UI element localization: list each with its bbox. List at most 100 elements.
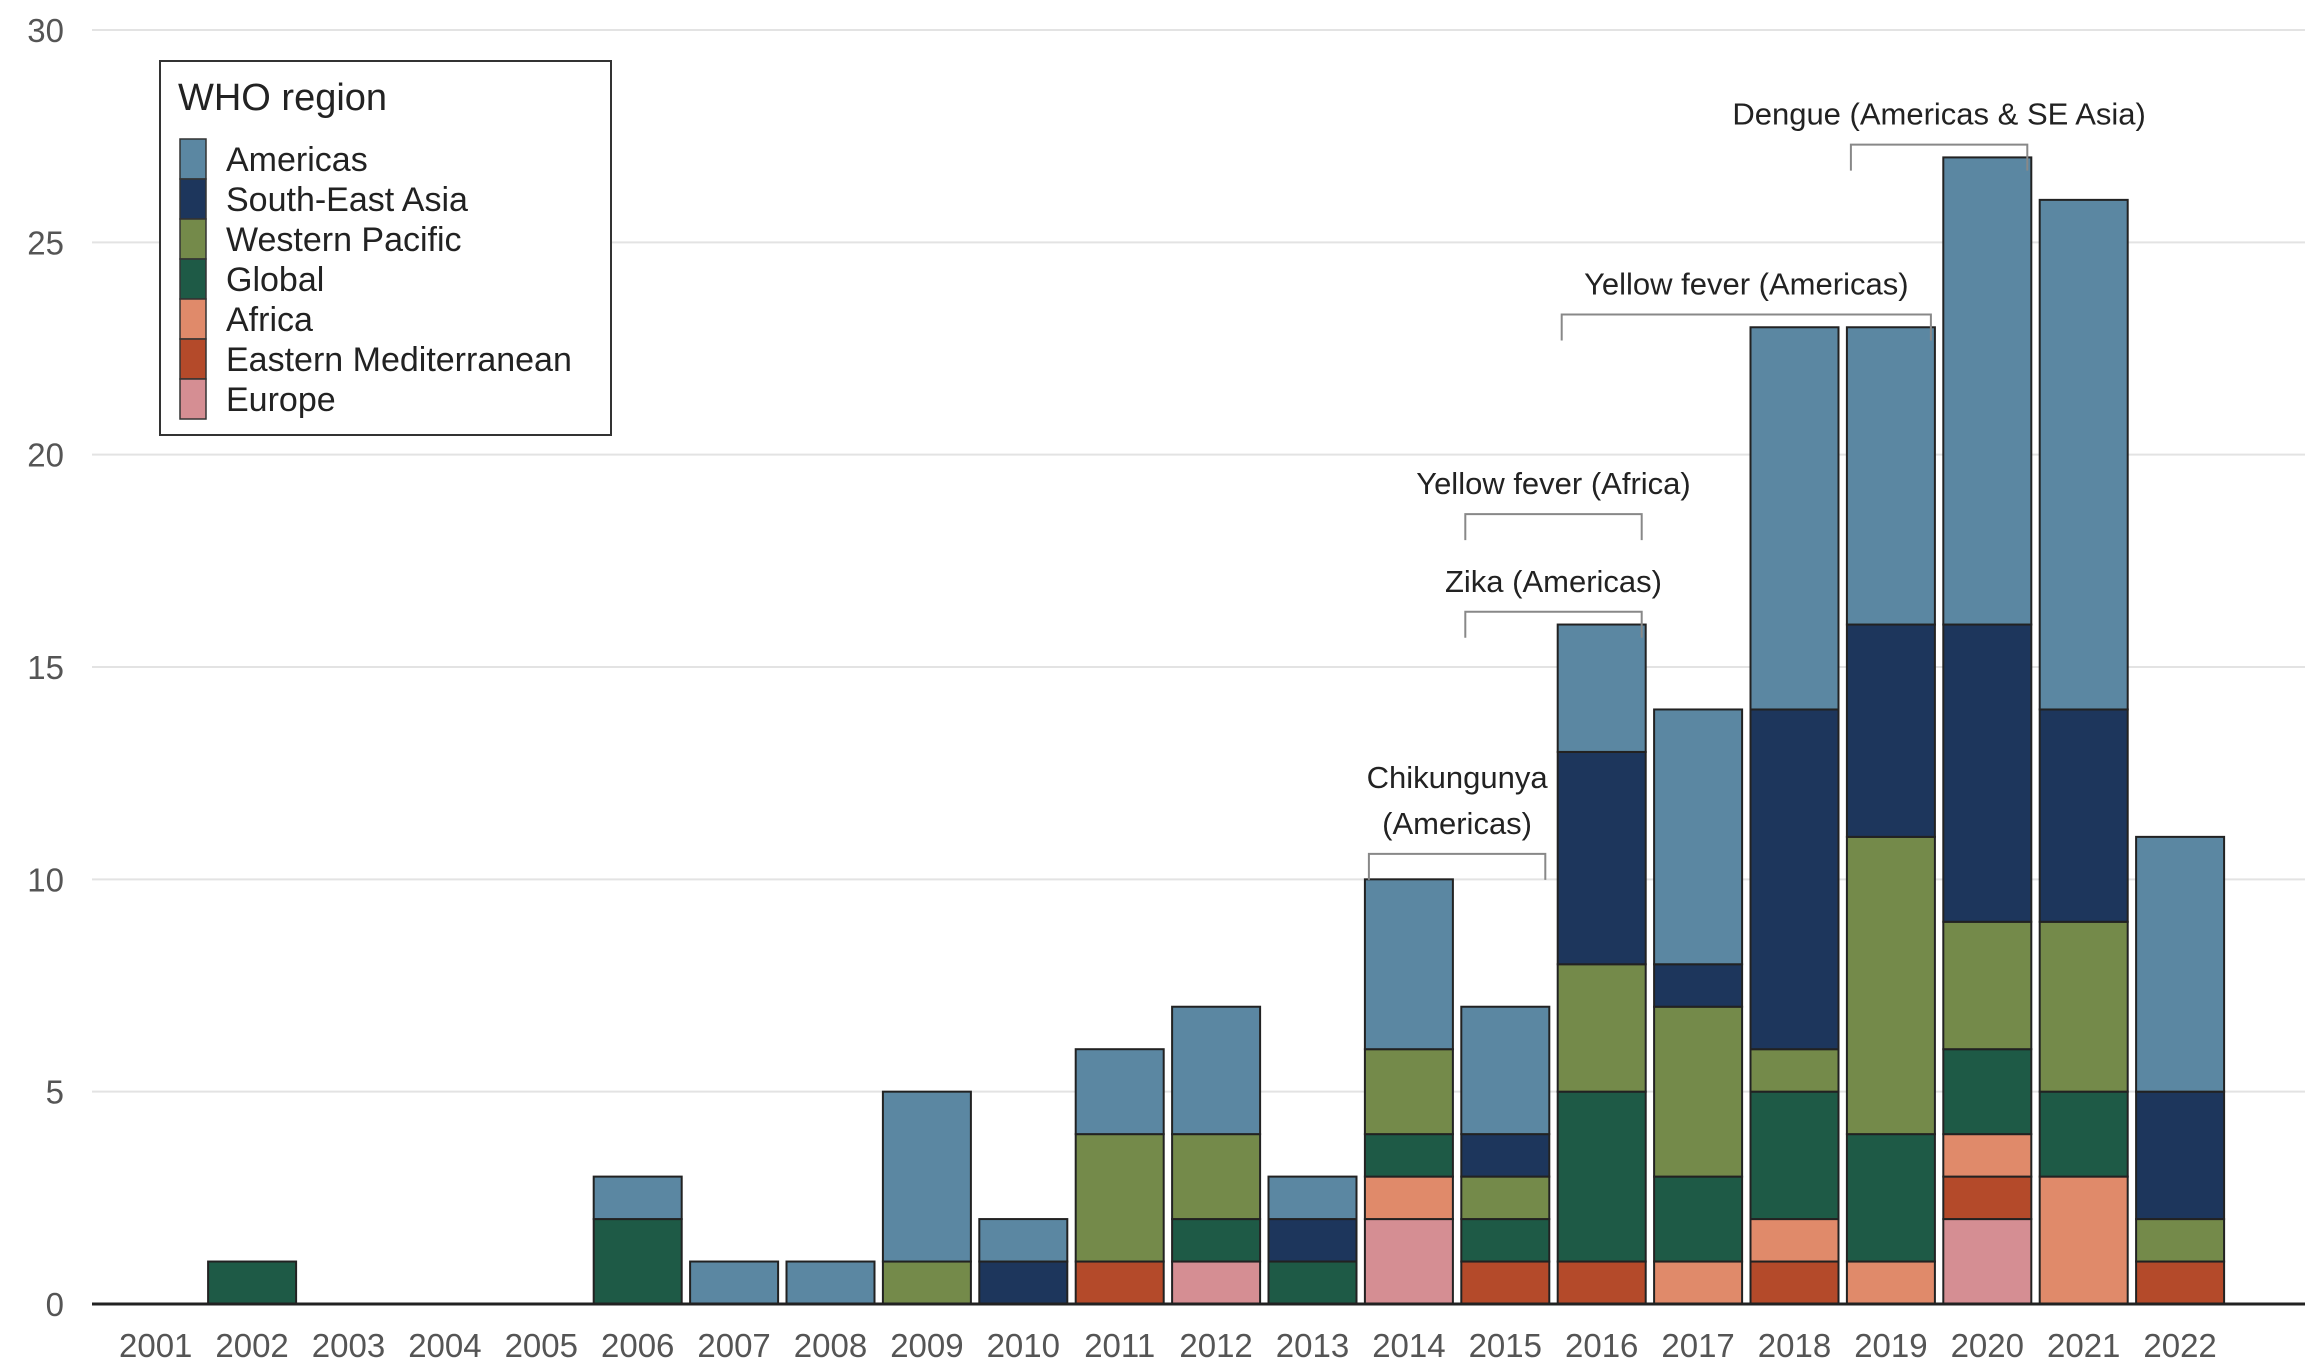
legend-label: Africa [226, 301, 313, 339]
annotation-label: Chikungunya [1367, 760, 1549, 795]
bar-segment-2006-global [592, 1218, 683, 1305]
bar-segment-2010-americas [978, 1218, 1069, 1263]
legend-box [159, 60, 612, 436]
x-tick-label: 2009 [890, 1327, 963, 1362]
bar-segment-2014-western-pacific [1363, 1048, 1454, 1136]
bar-segment-2015-eastern-mediterranean [1460, 1260, 1551, 1305]
annotation-bracket [1560, 313, 1932, 341]
x-tick-label: 2006 [601, 1327, 674, 1362]
bar-segment-2018-south-east-asia [1749, 708, 1840, 1051]
bar-segment-2009-western-pacific [881, 1260, 972, 1305]
bar-segment-2017-south-east-asia [1653, 963, 1744, 1008]
bar-segment-2015-global [1460, 1218, 1551, 1263]
bar-segment-2022-eastern-mediterranean [2135, 1260, 2226, 1305]
bar-segment-2020-south-east-asia [1942, 623, 2033, 923]
bar-segment-2016-eastern-mediterranean [1556, 1260, 1647, 1305]
bar-segment-2021-americas [2038, 198, 2129, 711]
annotation-bracket [1464, 610, 1643, 638]
legend-swatch-eastern-mediterranean [179, 338, 207, 380]
bar-segment-2015-south-east-asia [1460, 1133, 1551, 1178]
legend-swatch-americas [179, 138, 207, 180]
bar-segment-2012-americas [1171, 1005, 1262, 1136]
y-tick-label: 15 [27, 649, 64, 686]
bar-segment-2002-global [207, 1260, 298, 1305]
x-tick-label: 2007 [697, 1327, 770, 1362]
bars [207, 156, 2226, 1305]
bar-segment-2013-americas [1267, 1175, 1358, 1221]
y-tick-label: 25 [27, 224, 64, 261]
bar-segment-2011-eastern-mediterranean [1074, 1260, 1165, 1305]
y-tick-label: 10 [27, 861, 64, 898]
bar-segment-2016-south-east-asia [1556, 750, 1647, 966]
y-axis-ticks: 0 5 10 15 20 25 30 [27, 12, 64, 1323]
legend-label: Western Pacific [226, 221, 462, 259]
bar-segment-2018-global [1749, 1090, 1840, 1221]
bar-segment-2019-global [1845, 1133, 1936, 1263]
y-tick-label: 0 [46, 1286, 64, 1323]
x-tick-label: 2016 [1565, 1327, 1638, 1362]
bar-segment-2014-global [1363, 1133, 1454, 1178]
bar-segment-2008-americas [785, 1260, 876, 1305]
bar-segment-2021-south-east-asia [2038, 708, 2129, 923]
x-tick-label: 2018 [1758, 1327, 1831, 1362]
annotation-label: Zika (Americas) [1445, 564, 1662, 599]
x-tick-label: 2014 [1372, 1327, 1445, 1362]
bar-segment-2022-western-pacific [2135, 1218, 2226, 1263]
bar-segment-2021-global [2038, 1090, 2129, 1178]
bar-segment-2020-eastern-mediterranean [1942, 1175, 2033, 1221]
bar-segment-2016-americas [1556, 623, 1647, 753]
bar-segment-2017-americas [1653, 708, 1744, 966]
bar-segment-2017-africa [1653, 1260, 1744, 1305]
x-tick-label: 2002 [215, 1327, 288, 1362]
annotation-label: (Americas) [1382, 806, 1532, 841]
legend-label: Global [226, 261, 324, 299]
legend-label: Eastern Mediterranean [226, 341, 572, 379]
bar-segment-2019-south-east-asia [1845, 623, 1936, 838]
x-tick-label: 2012 [1179, 1327, 1252, 1362]
bar-segment-2012-europe [1171, 1260, 1262, 1305]
bar-segment-2009-americas [881, 1090, 972, 1263]
bar-segment-2014-africa [1363, 1175, 1454, 1221]
annotation-bracket [1367, 852, 1547, 880]
x-tick-label: 2003 [312, 1327, 385, 1362]
bar-segment-2017-western-pacific [1653, 1005, 1744, 1178]
annotation-label: Dengue (Americas & SE Asia) [1732, 97, 2146, 132]
x-tick-label: 2019 [1854, 1327, 1927, 1362]
x-tick-label: 2013 [1276, 1327, 1349, 1362]
bar-segment-2021-africa [2038, 1175, 2129, 1305]
bar-segment-2019-western-pacific [1845, 835, 1936, 1136]
bar-segment-2012-global [1171, 1218, 1262, 1263]
y-tick-label: 5 [46, 1074, 64, 1111]
legend-swatch-global [179, 258, 207, 300]
bar-segment-2015-americas [1460, 1005, 1551, 1136]
bar-segment-2015-western-pacific [1460, 1175, 1551, 1221]
bar-segment-2020-western-pacific [1942, 920, 2033, 1051]
legend-label: Americas [226, 141, 368, 179]
x-tick-label: 2022 [2143, 1327, 2216, 1362]
bar-segment-2020-africa [1942, 1133, 2033, 1178]
bar-segment-2020-europe [1942, 1218, 2033, 1305]
bar-segment-2010-south-east-asia [978, 1260, 1069, 1305]
y-tick-label: 20 [27, 437, 64, 474]
annotation-bracket [1464, 513, 1643, 541]
annotation-label: Yellow fever (Americas) [1584, 267, 1908, 302]
bar-segment-2021-western-pacific [2038, 920, 2129, 1093]
x-axis-ticks: 2001 2002 2003 2004 2005 2006 2007 2008 2009 2010… [119, 1327, 2217, 1362]
bar-segment-2014-americas [1363, 878, 1454, 1051]
bar-segment-2022-south-east-asia [2135, 1090, 2226, 1221]
bar-segment-2018-eastern-mediterranean [1749, 1260, 1840, 1305]
x-tick-label: 2008 [794, 1327, 867, 1362]
legend-label: Europe [226, 381, 336, 419]
x-tick-label: 2005 [505, 1327, 578, 1362]
bar-segment-2013-south-east-asia [1267, 1218, 1358, 1263]
x-tick-label: 2010 [987, 1327, 1060, 1362]
x-tick-label: 2004 [408, 1327, 481, 1362]
bar-segment-2020-americas [1942, 156, 2033, 626]
bar-segment-2019-africa [1845, 1260, 1936, 1305]
legend-swatch-western-pacific [179, 218, 207, 260]
bar-segment-2014-europe [1363, 1218, 1454, 1305]
bar-segment-2016-western-pacific [1556, 963, 1647, 1093]
